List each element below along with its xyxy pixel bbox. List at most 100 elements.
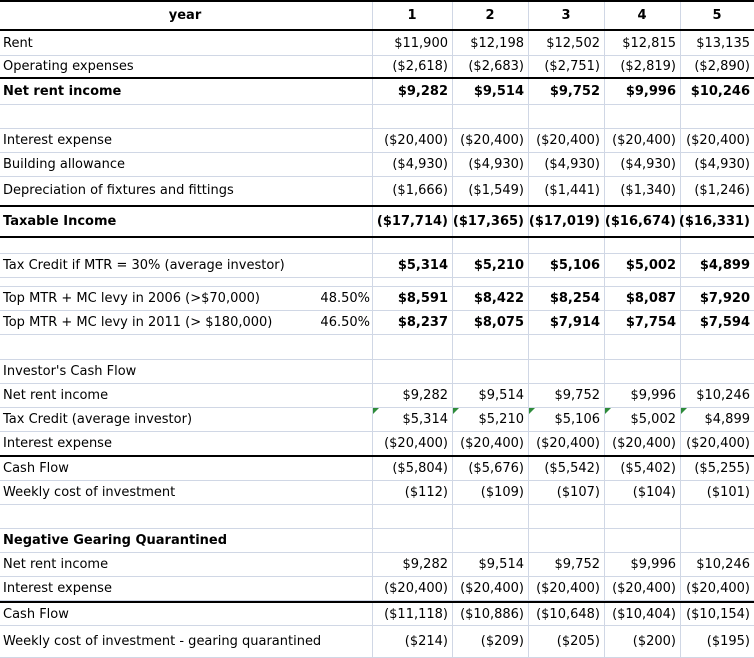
cell-value: ($2,618): [392, 58, 448, 74]
cell-value: ($20,400): [536, 132, 600, 148]
cell-value: ($4,930): [392, 156, 448, 172]
opex-row: Operating expenses ($2,618) ($2,683) ($2…: [0, 55, 754, 77]
grid-col-line: [452, 0, 453, 658]
cell-value: ($1,441): [544, 183, 600, 198]
row-label: Rent: [3, 35, 33, 51]
cell-value: ($20,400): [686, 581, 750, 596]
cell-value: $7,594: [699, 314, 750, 330]
cell-value: ($214): [404, 633, 448, 649]
ngq-weekly-row: Weekly cost of investment - gearing quar…: [0, 625, 754, 657]
cell-value: ($20,400): [612, 435, 676, 451]
comment-indicator[interactable]: [681, 408, 687, 414]
cell-value: $5,210: [473, 257, 524, 273]
interest-row: Interest expense ($20,400) ($20,400) ($2…: [0, 128, 754, 152]
cell-value: $5,106: [554, 411, 601, 427]
row-label: Depreciation of fixtures and fittings: [3, 183, 234, 198]
ngq-net-rent-row: Net rent income $9,282 $9,514 $9,752 $9,…: [0, 552, 754, 576]
grid-row-line: [0, 55, 754, 56]
cell-value: ($5,542): [544, 461, 600, 476]
cash-flow-border: [0, 455, 754, 457]
cell-value: $8,422: [473, 290, 524, 306]
cell-value: $9,514: [478, 387, 525, 403]
row-label: Interest expense: [3, 435, 112, 451]
cell-value: $4,899: [699, 257, 750, 273]
cell-value: ($101): [706, 484, 750, 500]
investor-cash-flow-title-row: Investor's Cash Flow: [0, 359, 754, 383]
comment-indicator[interactable]: [529, 408, 535, 414]
cell-value: ($200): [632, 633, 676, 649]
grid-row-line: [0, 480, 754, 481]
ngq-cash-flow-border: [0, 601, 754, 603]
cell-value: ($2,751): [544, 58, 600, 74]
cell-value: $9,514: [473, 84, 524, 99]
cell-value: $12,502: [546, 35, 600, 51]
comment-indicator[interactable]: [605, 408, 611, 414]
cell-value: $8,087: [625, 290, 676, 306]
row-label: Cash Flow: [3, 606, 69, 622]
top-border: [0, 0, 754, 2]
ngq-title-row: Negative Gearing Quarantined: [0, 528, 754, 552]
cell-value: ($1,666): [392, 183, 448, 198]
row-label: Weekly cost of investment - gearing quar…: [3, 633, 322, 649]
cell-value: ($4,930): [544, 156, 600, 172]
grid-row-line: [0, 310, 754, 311]
year-1-header: 1: [407, 8, 417, 23]
cell-value: $9,752: [549, 84, 600, 99]
cell-value: ($4,930): [468, 156, 524, 172]
year-2-header: 2: [485, 8, 495, 23]
cell-value: ($10,886): [460, 606, 524, 622]
cell-value: ($209): [480, 633, 524, 649]
cell-value: $5,002: [625, 257, 676, 273]
cell-value: ($20,400): [686, 435, 750, 451]
cell-value: ($20,400): [536, 435, 600, 451]
cell-value: ($2,890): [694, 58, 750, 74]
row-label: Net rent income: [3, 387, 109, 403]
row-label: Tax Credit if MTR = 30% (average investo…: [3, 257, 285, 273]
net-rent-border: [0, 77, 754, 79]
cell-value: ($5,255): [694, 461, 750, 476]
grid-row-line: [0, 253, 754, 254]
cell-value: ($109): [480, 484, 524, 500]
header-underline: [0, 29, 754, 31]
cell-value: ($107): [556, 484, 600, 500]
cell-value: ($11,118): [384, 606, 448, 622]
cell-value: $5,002: [630, 411, 677, 427]
year-5-header: 5: [712, 8, 722, 23]
cell-value: ($20,400): [460, 132, 524, 148]
cell-value: $9,514: [478, 556, 525, 572]
row-label: Building allowance: [3, 156, 125, 172]
grid-col-line: [680, 0, 681, 658]
cell-value: ($2,683): [468, 58, 524, 74]
taxable-bottom-border: [0, 236, 754, 238]
grid-row-line: [0, 552, 754, 553]
cell-value: ($4,930): [620, 156, 676, 172]
row-label: Taxable Income: [3, 214, 117, 229]
ngq-cash-flow-row: Cash Flow ($11,118) ($10,886) ($10,648) …: [0, 603, 754, 625]
comment-indicator[interactable]: [373, 408, 379, 414]
cell-value: $9,996: [625, 84, 676, 99]
row-label: Net rent income: [3, 556, 109, 572]
cell-value: ($20,400): [612, 132, 676, 148]
icf-cash-flow-row: Cash Flow ($5,804) ($5,676) ($5,542) ($5…: [0, 457, 754, 480]
grid-row-line: [0, 128, 754, 129]
cell-value: ($112): [404, 484, 448, 500]
taxable-income-row: Taxable Income ($17,714) ($17,365) ($17,…: [0, 207, 754, 236]
comment-indicator[interactable]: [453, 408, 459, 414]
row-label: Cash Flow: [3, 461, 69, 476]
cell-value: ($10,648): [536, 606, 600, 622]
year-3-header: 3: [561, 8, 571, 23]
top-mtr-2011-row: Top MTR + MC levy in 2011 (> $180,000) 4…: [0, 310, 754, 334]
top-mtr-2006-row: Top MTR + MC levy in 2006 (>$70,000) 48.…: [0, 286, 754, 310]
cell-value: ($20,400): [384, 132, 448, 148]
grid-row-line: [0, 528, 754, 529]
cell-value: ($20,400): [536, 581, 600, 596]
cell-value: ($5,402): [620, 461, 676, 476]
row-label: Weekly cost of investment: [3, 484, 176, 500]
cell-value: ($20,400): [686, 132, 750, 148]
grid-row-line: [0, 286, 754, 287]
grid-row-line: [0, 600, 754, 601]
section-title: Negative Gearing Quarantined: [3, 532, 228, 548]
grid-row-line: [0, 176, 754, 177]
cell-value: $7,920: [699, 290, 750, 306]
